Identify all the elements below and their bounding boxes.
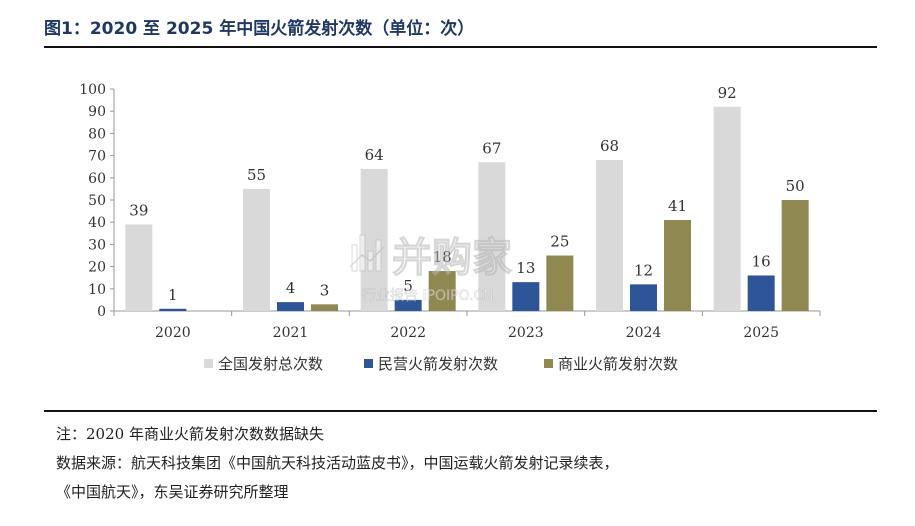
bar — [781, 200, 809, 311]
y-tick-label: 90 — [88, 104, 106, 120]
data-label: 3 — [320, 281, 330, 299]
legend-swatch — [544, 359, 553, 368]
bar — [478, 162, 506, 311]
bar — [546, 255, 574, 311]
y-tick-label: 60 — [88, 171, 106, 187]
data-label: 41 — [668, 197, 687, 215]
x-tick-label: 2021 — [273, 325, 309, 341]
x-tick-label: 2020 — [155, 325, 191, 341]
chart-canvas: 0 10 20 30 40 50 60 70 80 90 100 2020 2021 2022 2023 20… — [79, 82, 821, 373]
axes-layer: 0 10 20 30 40 50 60 70 80 90 100 2020 2021 2022 2023 20… — [79, 82, 821, 341]
data-label: 68 — [600, 137, 619, 155]
legend-label: 全国发射总次数 — [218, 355, 323, 373]
data-label: 12 — [634, 261, 653, 279]
y-tick-label: 70 — [88, 149, 106, 165]
x-tick-label: 2022 — [390, 325, 426, 341]
bar — [747, 275, 775, 311]
y-tick-label: 50 — [88, 193, 106, 209]
y-tick-label: 10 — [88, 282, 106, 298]
legend-label: 民营火箭发射次数 — [378, 355, 498, 373]
y-tick-label: 30 — [88, 237, 106, 253]
data-labels-layer: 39 1 55 4 3 64 5 18 67 13 25 68 12 41 92 16 50 — [129, 84, 804, 304]
data-label: 16 — [752, 252, 771, 270]
bar — [664, 219, 691, 311]
watermark-subtitle: 行业报告 IPOIPO.CN — [362, 288, 494, 304]
y-tick-label: 40 — [88, 215, 106, 231]
bar — [277, 302, 304, 311]
data-label: 55 — [247, 166, 266, 184]
data-label: 25 — [550, 233, 569, 251]
watermark-brand: 并购家 — [392, 235, 512, 281]
bar — [512, 282, 540, 311]
y-tick-label: 80 — [88, 126, 106, 142]
notes-divider — [44, 410, 877, 412]
data-label: 67 — [482, 139, 501, 157]
x-tick-label: 2024 — [626, 325, 662, 341]
legend: 全国发射总次数 民营火箭发射次数 商业火箭发射次数 — [204, 355, 678, 373]
data-label: 64 — [365, 146, 384, 164]
data-label: 4 — [286, 279, 296, 297]
bar — [713, 106, 741, 311]
bar — [159, 308, 187, 311]
bars-layer — [125, 106, 809, 311]
title-divider — [44, 46, 877, 48]
bar-chart: 0 10 20 30 40 50 60 70 80 90 100 2020 2021 2022 2023 20… — [44, 60, 877, 405]
legend-swatch — [364, 359, 373, 368]
y-tick-label: 20 — [88, 260, 106, 276]
data-label: 92 — [718, 84, 737, 102]
y-tick-label: 100 — [79, 82, 106, 98]
bar — [428, 271, 456, 311]
bar — [630, 284, 657, 311]
footnote: 注：2020 年商业火箭发射次数数据缺失 — [56, 425, 324, 443]
bar — [596, 160, 623, 311]
legend-swatch — [204, 359, 213, 368]
data-label: 1 — [168, 286, 178, 304]
data-label: 50 — [786, 177, 805, 195]
data-label: 5 — [403, 277, 413, 295]
source-line-2: 《中国航天》，东吴证券研究所整理 — [56, 483, 289, 501]
bar — [243, 188, 270, 311]
data-label: 13 — [516, 259, 535, 277]
source-line-1: 数据来源：航天科技集团《中国航天科技活动蓝皮书》，中国运载火箭发射记录续表， — [56, 454, 619, 472]
watermark: 并购家 行业报告 IPOIPO.CN — [349, 234, 513, 304]
watermark-logo-icon — [349, 234, 385, 272]
notes-block: 注：2020 年商业火箭发射次数数据缺失 数据来源：航天科技集团《中国航天科技活… — [56, 420, 886, 507]
data-label: 18 — [433, 248, 452, 266]
bar — [125, 224, 153, 311]
y-tick-label: 0 — [97, 304, 106, 320]
data-label: 39 — [129, 201, 148, 219]
bar — [394, 299, 422, 311]
legend-label: 商业火箭发射次数 — [558, 355, 678, 373]
chart-title: 图1：2020 至 2025 年中国火箭发射次数（单位：次） — [44, 19, 475, 39]
x-tick-label: 2025 — [743, 325, 779, 341]
x-tick-label: 2023 — [508, 325, 544, 341]
bar — [311, 304, 338, 311]
